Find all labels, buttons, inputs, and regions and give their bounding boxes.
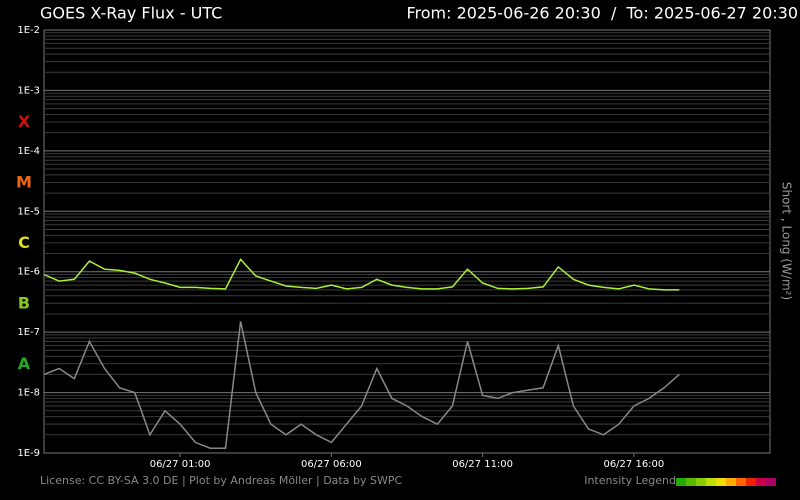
flare-class-label: M <box>16 173 32 192</box>
flare-class-label: C <box>18 233 30 252</box>
y-tick-label: 1E-4 <box>17 146 40 157</box>
x-tick-label: 06/27 16:00 <box>603 459 664 470</box>
y-tick-label: 1E-9 <box>17 448 40 459</box>
y-tick-label: 1E-6 <box>17 267 40 278</box>
y-tick-label: 1E-7 <box>17 327 40 338</box>
y-tick-label: 1E-2 <box>17 25 40 36</box>
intensity-legend-swatch <box>726 478 736 486</box>
flare-class-label: X <box>18 112 31 131</box>
intensity-legend-swatch <box>766 478 776 486</box>
y-tick-label: 1E-3 <box>17 85 40 96</box>
footer: License: CC BY-SA 3.0 DE | Plot by Andre… <box>40 474 402 487</box>
y-axis-label: Short , Long (W/m²) <box>780 182 794 300</box>
intensity-legend-swatch <box>706 478 716 486</box>
intensity-legend-swatch <box>716 478 726 486</box>
chart-title: GOES X-Ray Flux - UTC <box>40 4 222 23</box>
intensity-legend-swatch <box>756 478 766 486</box>
x-tick-label: 06/27 01:00 <box>150 459 211 470</box>
intensity-legend-swatch <box>696 478 706 486</box>
flare-class-label: B <box>18 293 30 312</box>
series-line <box>43 258 680 291</box>
y-tick-label: 1E-8 <box>17 388 40 399</box>
intensity-legend-label: Intensity Legend <box>584 474 676 487</box>
intensity-legend-swatch <box>676 478 686 486</box>
intensity-legend-swatch <box>686 478 696 486</box>
series-line <box>43 321 680 449</box>
intensity-legend-swatch <box>746 478 756 486</box>
flare-class-label: A <box>18 354 31 373</box>
y-tick-label: 1E-5 <box>17 206 40 217</box>
x-tick-label: 06/27 06:00 <box>301 459 362 470</box>
x-tick-label: 06/27 11:00 <box>452 459 513 470</box>
intensity-legend-swatch <box>736 478 746 486</box>
chart-subtitle: From: 2025-06-26 20:30 / To: 2025-06-27 … <box>406 4 798 23</box>
